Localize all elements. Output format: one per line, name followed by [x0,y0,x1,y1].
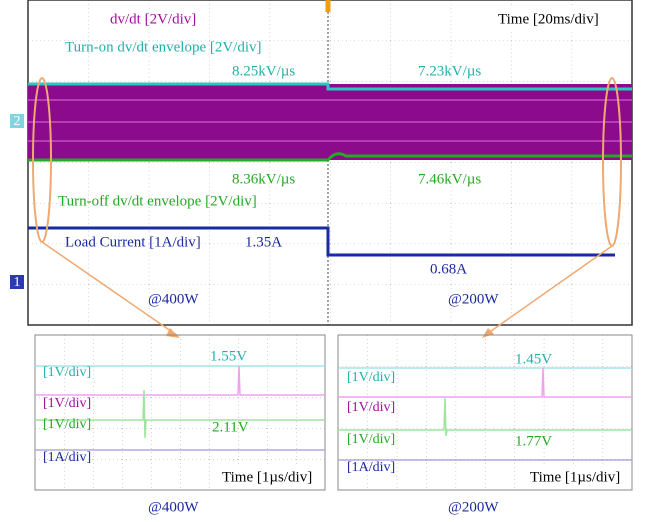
ch-dvdt: [1V/div] [43,396,91,411]
time-label: Time [1µs/div] [530,469,620,485]
time-label: Time [20ms/div] [498,11,599,27]
section-400: @400W [148,291,199,307]
current-400: 1.35A [245,234,282,250]
main-scope: 2 1 dv/dt [2V/div] Turn-on dv/dt envelop… [10,0,632,338]
ch-on: [1V/div] [347,370,395,385]
turn-off-400: 8.36kV/µs [232,171,295,187]
peak-off: 2.11V [212,419,249,435]
ch2-label: 2 [14,114,21,129]
figure: 2 1 dv/dt [2V/div] Turn-on dv/dt envelop… [0,0,655,522]
ch1-label: 1 [14,275,21,290]
peak-on: 1.55V [210,348,247,364]
dvdt-label: dv/dt [2V/div] [110,11,196,27]
zoom-panel-400: 1.55V [1V/div] [1V/div] [1V/div] 2.11V [… [35,335,325,515]
ch-off: [1V/div] [347,432,395,447]
current-label: Load Current [1A/div] [65,234,201,250]
caption: @200W [448,499,499,515]
ch-on: [1V/div] [43,365,91,380]
ch-off: [1V/div] [43,417,91,432]
turn-off-label: Turn-off dv/dt envelope [2V/div] [58,193,257,209]
peak-off: 1.77V [515,433,552,449]
turn-on-label: Turn-on dv/dt envelope [2V/div] [65,39,262,55]
section-200: @200W [448,291,499,307]
ch-current: [1A/div] [347,460,395,475]
turn-off-200: 7.46kV/µs [418,171,481,187]
time-label: Time [1µs/div] [222,469,312,485]
ch-current: [1A/div] [43,450,91,465]
peak-on: 1.45V [515,351,552,367]
turn-on-200: 7.23kV/µs [418,63,481,79]
current-200: 0.68A [430,261,467,277]
zoom-panel-200: 1.45V [1V/div] [1V/div] [1V/div] 1.77V [… [338,335,632,515]
turn-on-400: 8.25kV/µs [232,63,295,79]
ch-dvdt: [1V/div] [347,400,395,415]
caption: @400W [148,499,199,515]
